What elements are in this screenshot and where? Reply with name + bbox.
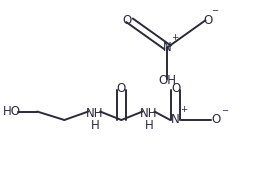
Text: −: − [211,6,219,15]
Text: O: O [212,114,221,126]
Text: N: N [171,114,180,126]
Text: +: + [171,33,179,42]
Text: H: H [145,119,154,132]
Text: O: O [123,14,132,27]
Text: +: + [180,105,187,114]
Text: NH: NH [140,107,157,120]
Text: O: O [203,14,212,27]
Text: N: N [163,41,172,54]
Text: HO: HO [2,105,20,118]
Text: NH: NH [85,107,103,120]
Text: O: O [171,82,180,95]
Text: O: O [117,82,126,95]
Text: OH: OH [159,74,177,87]
Text: H: H [91,119,99,132]
Text: −: − [221,106,228,115]
